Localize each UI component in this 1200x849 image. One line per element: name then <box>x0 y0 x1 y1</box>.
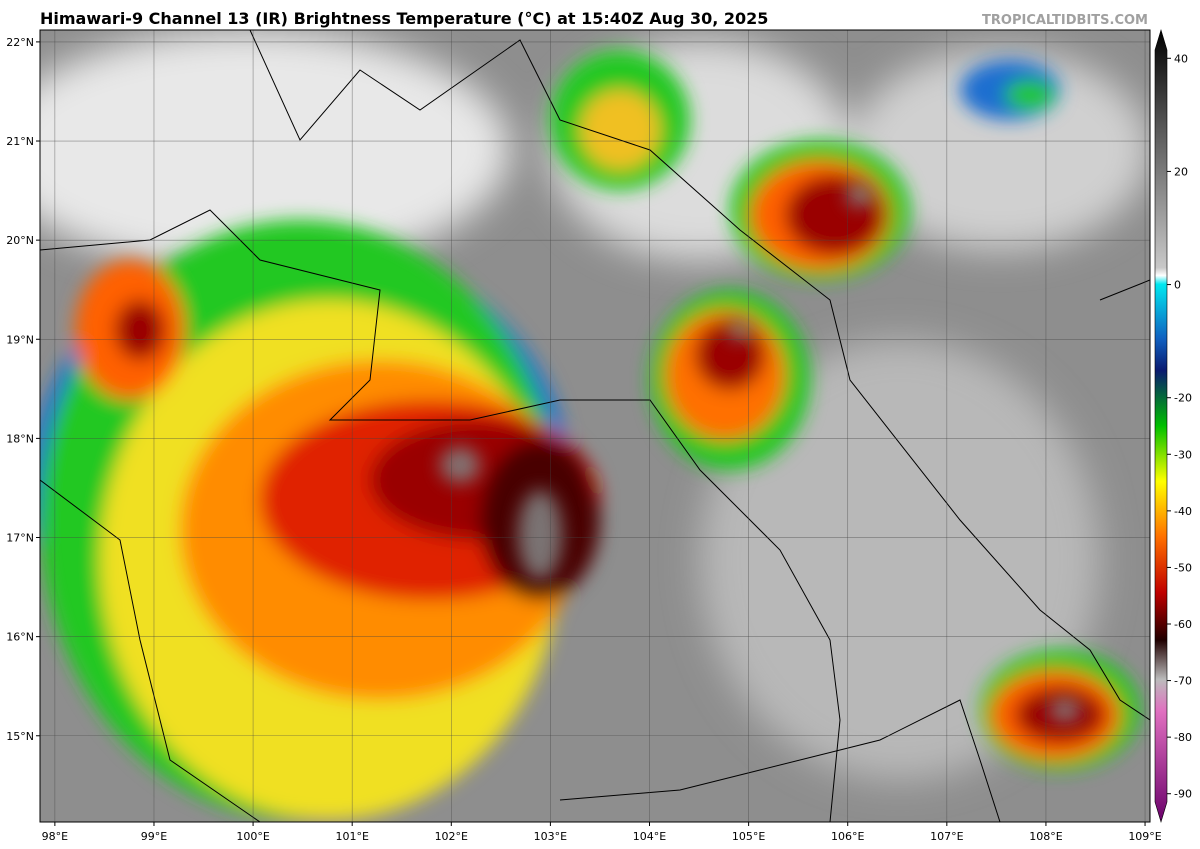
lon-tick-label: 102°E <box>435 830 468 843</box>
colorbar-tick-label: -40 <box>1174 505 1192 518</box>
lon-tick-label: 101°E <box>335 830 368 843</box>
graticule <box>40 30 1150 822</box>
colorbar-tick-label: 40 <box>1174 52 1188 65</box>
lon-tick-label: 99°E <box>141 830 167 843</box>
lon-tick-label: 108°E <box>1029 830 1062 843</box>
lon-tick-label: 104°E <box>633 830 666 843</box>
lat-tick-label: 20°N <box>6 234 34 247</box>
colorbar-tick-label: -50 <box>1174 561 1192 574</box>
colorbar-tick-label: 0 <box>1174 279 1181 292</box>
lon-tick-label: 109°E <box>1128 830 1161 843</box>
colorbar-tick-label: -20 <box>1174 392 1192 405</box>
colorbar-tick-label: -60 <box>1174 618 1192 631</box>
lat-tick-label: 22°N <box>6 36 34 49</box>
colorbar-tick-label: -30 <box>1174 448 1192 461</box>
colorbar-tick-label: -70 <box>1174 675 1192 688</box>
lon-tick-label: 98°E <box>42 830 68 843</box>
lon-tick-label: 105°E <box>732 830 765 843</box>
lat-tick-label: 15°N <box>6 730 34 743</box>
lon-tick-label: 106°E <box>831 830 864 843</box>
lon-tick-label: 107°E <box>930 830 963 843</box>
map-frame <box>39 29 1151 823</box>
colorbar-tick-label: -80 <box>1174 731 1192 744</box>
axes: 98°E 99°E 100°E 101°E 102°E 103°E 104°E 105°E 10… <box>6 36 1192 843</box>
watermark: TROPICALTIDBITS.COM <box>982 13 1148 28</box>
lat-tick-label: 19°N <box>6 333 34 346</box>
lon-tick-label: 100°E <box>236 830 269 843</box>
lat-tick-label: 21°N <box>6 135 34 148</box>
imagery <box>40 30 1150 822</box>
colorbar <box>1154 28 1168 824</box>
lat-tick-label: 16°N <box>6 631 34 644</box>
colorbar-tick-label: 20 <box>1174 165 1188 178</box>
colorbar-tick-label: -90 <box>1174 788 1192 801</box>
lat-tick-label: 17°N <box>6 532 34 545</box>
lon-tick-label: 103°E <box>534 830 567 843</box>
lat-tick-label: 18°N <box>6 432 34 445</box>
map-title: Himawari-9 Channel 13 (IR) Brightness Te… <box>40 9 768 28</box>
